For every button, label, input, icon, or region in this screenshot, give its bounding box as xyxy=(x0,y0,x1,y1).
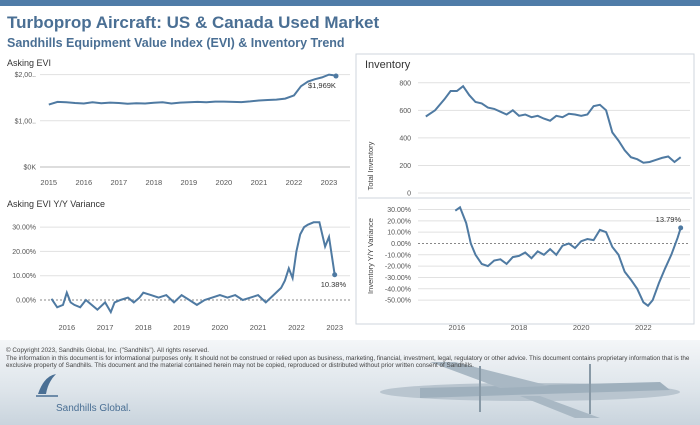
chart3-y-tick-label: 600 xyxy=(399,108,411,115)
chart1-y-tick-label: $0K xyxy=(24,165,37,172)
chart4-grid xyxy=(418,209,690,301)
panel-frames xyxy=(355,53,695,325)
chart2-y-tick-label: 30.00% xyxy=(12,225,36,232)
chart4-y-ticks: -50.00% -40.00% -30.00% -20.00% -10.00% 0.00%… xyxy=(385,207,411,305)
chart4-y-tick-label: -30.00% xyxy=(385,275,411,282)
chart3-grid xyxy=(418,82,690,194)
airplane-illustration xyxy=(380,362,680,418)
chart2-x-tick-label: 2019 xyxy=(173,323,190,332)
footer-background xyxy=(0,340,700,425)
chart2-x-ticks: 2016 2017 2018 2019 2020 2021 2022 2023 xyxy=(58,323,343,332)
chart4-y-tick-label: -50.00% xyxy=(385,298,411,305)
chart3-y-tick-label: 400 xyxy=(399,135,411,142)
chart4-x-tick-label: 2020 xyxy=(573,323,590,332)
page-title: Turboprop Aircraft: US & Canada Used Mar… xyxy=(7,13,380,32)
chart4-y-tick-label: 20.00% xyxy=(387,218,411,225)
chart1-y-tick-label: $2,00.. xyxy=(15,72,36,79)
chart4-y-tick-label: 0.00% xyxy=(391,241,411,248)
chart3-y-ticks: 0 200 400 600 800 xyxy=(399,80,411,197)
chart4-end-label: 13.79% xyxy=(656,215,682,224)
chart1-grid xyxy=(40,74,350,168)
sandhills-logo-text: Sandhills Global. xyxy=(56,403,132,414)
chart2-y-tick-label: 0.00% xyxy=(16,298,36,305)
chart2-series-line xyxy=(50,221,336,315)
footer-text: © Copyright 2023, Sandhills Global, Inc.… xyxy=(6,347,696,370)
chart4-ylabel: Inventory Y/Y Variance xyxy=(366,218,375,294)
chart1-x-tick-label: 2019 xyxy=(181,178,198,187)
chart1-series-line xyxy=(48,73,337,106)
chart3-y-tick-label: 800 xyxy=(399,80,411,87)
chart2-x-tick-label: 2020 xyxy=(212,323,229,332)
chart2-y-tick-label: 10.00% xyxy=(12,273,36,280)
chart4-x-tick-label: 2016 xyxy=(449,323,466,332)
chart1-x-ticks: 2015 2016 2017 2018 2019 2020 2021 2022 2023 xyxy=(40,178,337,187)
chart1-x-tick-label: 2018 xyxy=(145,178,162,187)
chart2-x-tick-label: 2023 xyxy=(326,323,343,332)
chart2-y-tick-label: 20.00% xyxy=(12,249,36,256)
chart4-y-tick-label: 30.00% xyxy=(387,207,411,214)
inventory-panel-frame xyxy=(355,53,695,325)
chart4-series-line xyxy=(454,205,682,308)
chart1-x-tick-label: 2015 xyxy=(40,178,57,187)
chart2-x-tick-label: 2017 xyxy=(97,323,114,332)
chart2-grid xyxy=(40,226,350,301)
chart4-x-tick-label: 2018 xyxy=(511,323,528,332)
chart1-x-tick-label: 2022 xyxy=(286,178,303,187)
chart1-end-point xyxy=(333,73,339,79)
chart2-end-label: 10.38% xyxy=(321,280,347,289)
chart4-y-tick-label: 10.00% xyxy=(387,230,411,237)
chart1-title: Asking EVI xyxy=(7,58,51,68)
chart1-end-label: $1,969K xyxy=(308,81,336,90)
chart2-x-tick-label: 2022 xyxy=(288,323,305,332)
chart1-x-tick-label: 2023 xyxy=(321,178,338,187)
chart1-y-tick-label: $1,00.. xyxy=(15,118,36,125)
chart3-series-line xyxy=(425,84,682,164)
chart3-ylabel: Total Inventory xyxy=(366,141,375,190)
chart2-x-tick-label: 2016 xyxy=(58,323,75,332)
chart4-x-ticks: 2016 2018 2020 2022 xyxy=(449,323,652,332)
chart1-x-tick-label: 2020 xyxy=(216,178,233,187)
copyright-line: © Copyright 2023, Sandhills Global, Inc.… xyxy=(6,347,210,354)
page-subtitle: Sandhills Equipment Value Index (EVI) & … xyxy=(7,36,345,50)
disclaimer-text: The information in this document is for … xyxy=(6,354,690,370)
sandhills-logo-icon xyxy=(36,374,58,397)
chart4-end-point xyxy=(678,225,684,231)
chart3-title: Inventory xyxy=(365,59,411,71)
chart4-y-tick-label: -40.00% xyxy=(385,286,411,293)
chart1-x-tick-label: 2021 xyxy=(251,178,268,187)
chart1-x-tick-label: 2016 xyxy=(75,178,92,187)
chart1-y-ticks: $0K $1,00.. $2,00.. xyxy=(15,72,37,171)
chart2-end-point xyxy=(332,272,338,278)
chart3-y-tick-label: 200 xyxy=(399,163,411,170)
chart2-title: Asking EVI Y/Y Variance xyxy=(7,199,105,209)
chart1-x-tick-label: 2017 xyxy=(110,178,127,187)
chart4-x-tick-label: 2022 xyxy=(635,323,652,332)
chart2-y-ticks: 0.00% 10.00% 20.00% 30.00% xyxy=(12,225,36,305)
chart4-y-tick-label: -10.00% xyxy=(385,252,411,259)
chart3-y-tick-label: 0 xyxy=(407,191,411,198)
chart2-x-tick-label: 2018 xyxy=(135,323,152,332)
chart2-x-tick-label: 2021 xyxy=(250,323,267,332)
chart4-y-tick-label: -20.00% xyxy=(385,264,411,271)
top-accent-bar xyxy=(0,0,700,6)
